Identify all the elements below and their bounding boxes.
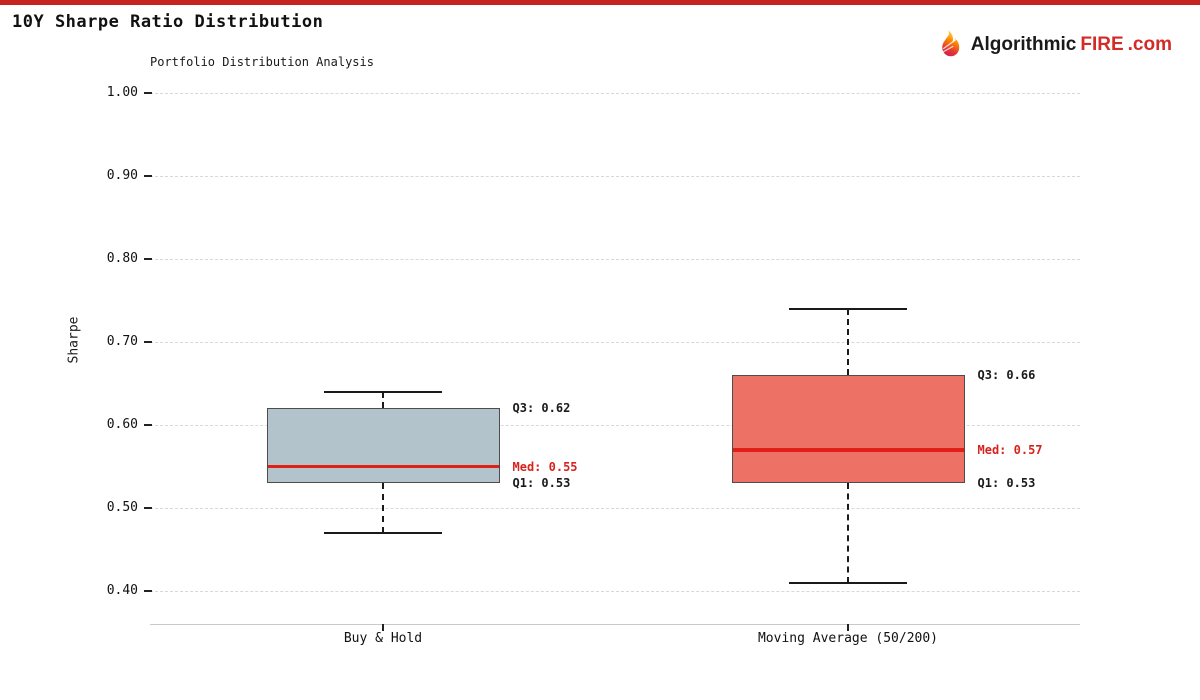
y-tick-mark (144, 590, 152, 592)
box-1-q3-annotation: Q3: 0.62 (512, 401, 571, 416)
box-1-cap-top (324, 390, 442, 393)
box-1-iqr-rect (266, 408, 500, 484)
box-1-whisker-top (382, 391, 384, 409)
y-tick-mark (144, 341, 152, 343)
box-2-cap-bottom (789, 581, 907, 584)
page-title: 10Y Sharpe Ratio Distribution (12, 12, 324, 32)
box-1-whisker-bottom (382, 483, 384, 533)
box-2-median-annotation: Med: 0.57 (977, 442, 1043, 457)
x-category-label: Buy & Hold (343, 631, 423, 646)
y-tick-mark (144, 424, 152, 426)
brand-text-red: FIRE (1080, 34, 1124, 55)
y-tick-mark (144, 175, 152, 177)
y-tick-label: 0.60 (106, 417, 138, 432)
gridline (150, 258, 1080, 260)
y-tick-mark (144, 92, 152, 94)
box-2-cap-top (789, 307, 907, 310)
y-tick-label: 0.80 (106, 251, 138, 266)
y-tick-label: 0.70 (106, 334, 138, 349)
y-tick-label: 0.50 (106, 500, 138, 515)
gridline (150, 175, 1080, 177)
x-tick-mark (382, 624, 384, 631)
gridline (150, 341, 1080, 343)
header-accent-bar (0, 0, 1200, 5)
y-tick-mark (144, 507, 152, 509)
box-1-q1-annotation: Q1: 0.53 (512, 476, 571, 491)
y-tick-mark (144, 258, 152, 260)
brand-logo[interactable]: Algorithmic FIRE .com (937, 28, 1172, 62)
gridline (150, 424, 1080, 426)
gridline (150, 507, 1080, 509)
y-tick-label: 1.00 (106, 85, 138, 100)
box-2-whisker-top (847, 308, 849, 376)
box-1-median-line (267, 464, 499, 469)
x-tick-mark (847, 624, 849, 631)
box-2-whisker-bottom (847, 483, 849, 583)
box-2-iqr-rect (731, 375, 965, 484)
brand-text-dark: Algorithmic (970, 34, 1077, 55)
brand-text-suffix: .com (1127, 34, 1172, 55)
gridline (150, 590, 1080, 592)
gridline (150, 92, 1080, 94)
flame-icon (937, 28, 967, 62)
y-tick-label: 0.90 (106, 168, 138, 183)
box-2-q3-annotation: Q3: 0.66 (977, 368, 1036, 383)
x-category-label: Moving Average (50/200) (757, 631, 938, 646)
chart-title: Portfolio Distribution Analysis (150, 55, 374, 69)
box-1-median-annotation: Med: 0.55 (512, 459, 578, 474)
box-2-q1-annotation: Q1: 0.53 (977, 476, 1036, 491)
x-axis-line (150, 624, 1080, 625)
box-2-median-line (732, 448, 964, 452)
box-1-cap-bottom (324, 531, 442, 534)
y-tick-label: 0.40 (106, 583, 138, 598)
